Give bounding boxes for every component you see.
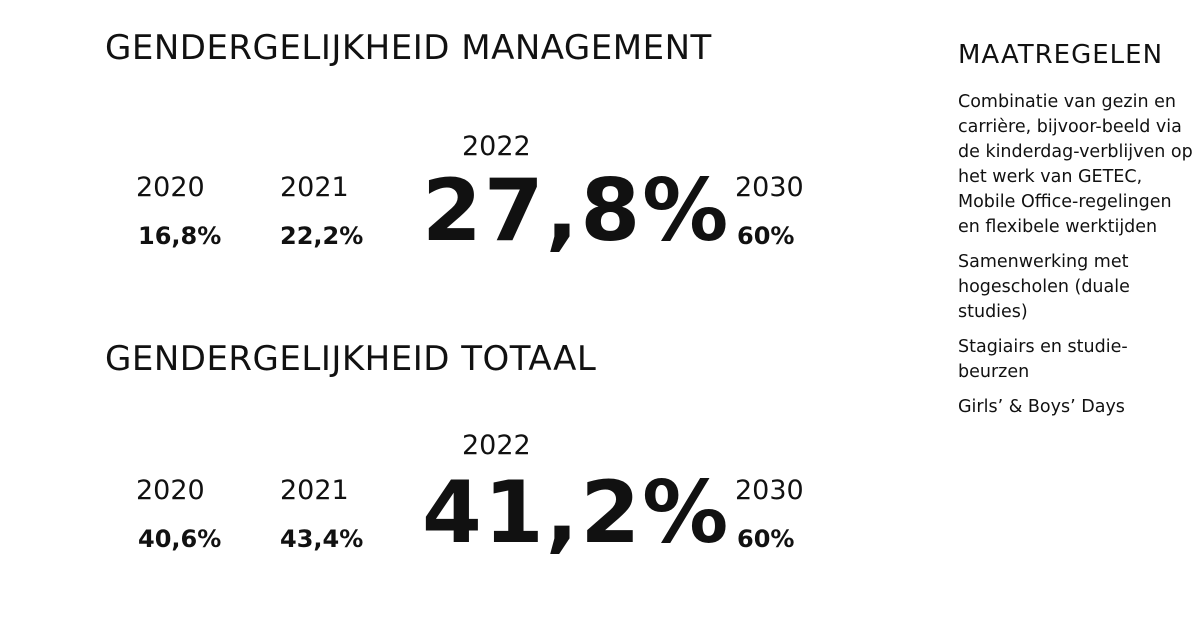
management-year-2022: 2022	[462, 131, 531, 162]
totaal-year-2030: 2030	[735, 475, 804, 506]
maatregelen-panel: MAATREGELEN Combinatie van gezin en carr…	[958, 40, 1193, 430]
totaal-value-2020: 40,6%	[138, 525, 222, 553]
management-year-2020: 2020	[136, 172, 205, 203]
management-value-2020: 16,8%	[138, 222, 222, 250]
totaal-title: GENDERGELIJKHEID TOTAAL	[105, 339, 597, 379]
maatregel-item: Samenwerking met hogescholen (duale stud…	[958, 252, 1130, 322]
maatregel-item: Combinatie van gezin en carrière, bijvoo…	[958, 92, 1193, 237]
maatregel-item: Stagiairs en studie-beurzen	[958, 337, 1128, 382]
management-year-2021: 2021	[280, 172, 349, 203]
management-value-2021: 22,2%	[280, 222, 364, 250]
maatregel-item: Girls’ & Boys’ Days	[958, 397, 1125, 417]
totaal-value-2030: 60%	[737, 525, 795, 553]
management-value-2022: 27,8%	[422, 161, 731, 261]
management-title: GENDERGELIJKHEID MANAGEMENT	[105, 28, 712, 68]
totaal-year-2022: 2022	[462, 430, 531, 461]
management-value-2030: 60%	[737, 222, 795, 250]
totaal-year-2021: 2021	[280, 475, 349, 506]
totaal-value-2022: 41,2%	[422, 463, 731, 563]
management-year-2030: 2030	[735, 172, 804, 203]
maatregelen-title: MAATREGELEN	[958, 40, 1164, 70]
totaal-year-2020: 2020	[136, 475, 205, 506]
totaal-value-2021: 43,4%	[280, 525, 364, 553]
